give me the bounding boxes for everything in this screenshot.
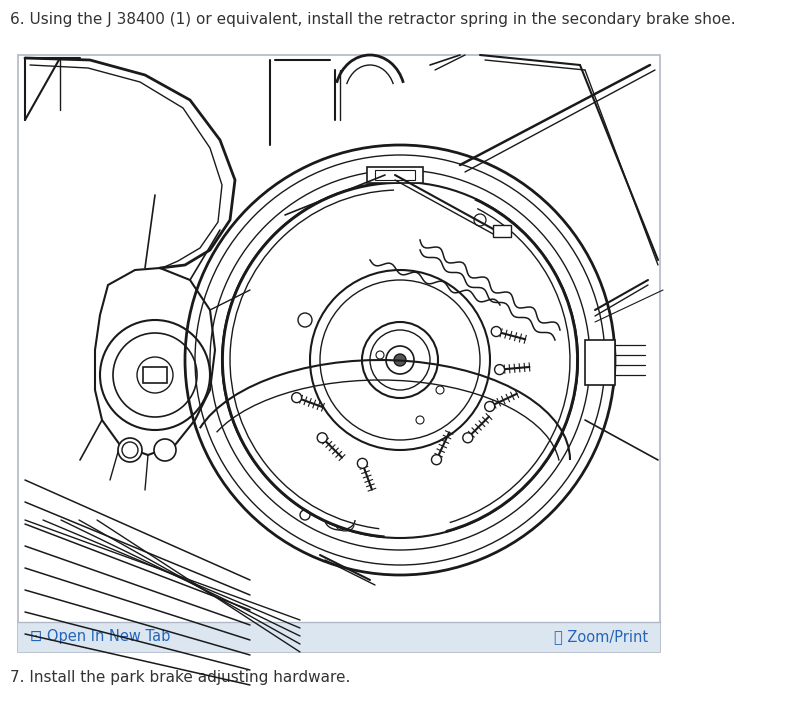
Text: ⊡ Open In New Tab: ⊡ Open In New Tab (30, 630, 170, 645)
Bar (367, 167, 423, 183)
Circle shape (494, 364, 505, 374)
Circle shape (317, 433, 328, 443)
Circle shape (118, 438, 142, 462)
Circle shape (358, 458, 367, 468)
Bar (143, 367, 167, 383)
Bar (493, 225, 511, 237)
Bar (375, 170, 415, 180)
Circle shape (463, 433, 473, 443)
Bar (18, 622, 660, 652)
Text: 7. Install the park brake adjusting hardware.: 7. Install the park brake adjusting hard… (10, 670, 351, 685)
Circle shape (485, 401, 494, 411)
Bar (18, 55, 660, 652)
Circle shape (432, 454, 441, 465)
Text: 🔍 Zoom/Print: 🔍 Zoom/Print (554, 630, 648, 645)
Text: 6. Using the J 38400 (1) or equivalent, install the retractor spring in the seco: 6. Using the J 38400 (1) or equivalent, … (10, 12, 735, 27)
Circle shape (154, 439, 176, 461)
Circle shape (394, 354, 406, 366)
Circle shape (292, 393, 301, 403)
Circle shape (491, 326, 502, 337)
Bar (585, 340, 615, 385)
